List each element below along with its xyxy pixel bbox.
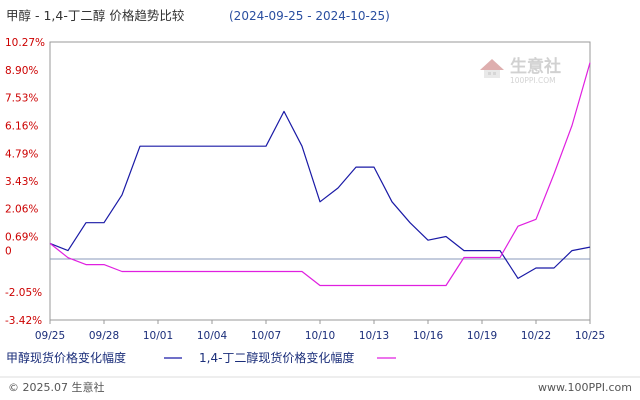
watermark-logo: 生意社 100PPI.COM [480, 56, 561, 85]
x-tick-label: 10/25 [575, 330, 605, 342]
x-tick-label: 10/13 [359, 330, 389, 342]
x-tick-label: 10/16 [413, 330, 444, 342]
x-axis: 09/25 09/28 10/01 10/04 10/07 10/10 10/13 10/16… [35, 320, 605, 342]
y-tick-label: 6.16% [5, 120, 38, 132]
legend-label-bdo: 1,4-丁二醇现货价格变化幅度 [199, 350, 354, 365]
x-tick-label: 10/19 [467, 330, 497, 342]
x-tick-label: 09/25 [35, 330, 65, 342]
house-icon [480, 59, 504, 78]
watermark-url: 100PPI.COM [510, 76, 556, 85]
y-tick-label: 8.90% [5, 65, 38, 77]
legend-label-methanol: 甲醇现货价格变化幅度 [6, 350, 126, 365]
y-tick-label: -2.05% [5, 287, 42, 299]
series-line-methanol [49, 110, 591, 279]
chart-date-range: (2024-09-25 - 2024-10-25) [229, 9, 390, 23]
series-line-bdo [49, 62, 591, 287]
y-tick-label: 10.27% [5, 37, 45, 49]
y-tick-label: 4.79% [5, 148, 38, 160]
chart-title: 甲醇 - 1,4-丁二醇 价格趋势比较 [6, 8, 185, 23]
y-tick-label: 0.69% [5, 232, 38, 244]
x-tick-label: 10/22 [521, 330, 551, 342]
x-tick-label: 10/01 [143, 330, 173, 342]
y-tick-label: 0 [5, 246, 12, 258]
x-tick-label: 10/04 [197, 330, 228, 342]
x-tick-label: 10/10 [305, 330, 335, 342]
x-tick-label: 10/07 [251, 330, 281, 342]
series-lines [49, 62, 591, 287]
footer-copyright: © 2025.07 生意社 [8, 380, 104, 394]
watermark-brand: 生意社 [510, 56, 561, 77]
y-axis: 10.27% 8.90% 7.53% 6.16% 4.79% 3.43% 2.06% 0.69… [5, 37, 45, 327]
footer-site: www.100PPI.com [538, 381, 632, 394]
y-tick-label: -3.42% [5, 315, 42, 327]
y-tick-label: 7.53% [5, 93, 38, 105]
y-tick-label: 2.06% [5, 204, 38, 216]
legend: 甲醇现货价格变化幅度 1,4-丁二醇现货价格变化幅度 [6, 350, 396, 365]
x-tick-label: 09/28 [89, 330, 119, 342]
plot-frame [49, 41, 591, 321]
y-tick-label: 3.43% [5, 176, 38, 188]
